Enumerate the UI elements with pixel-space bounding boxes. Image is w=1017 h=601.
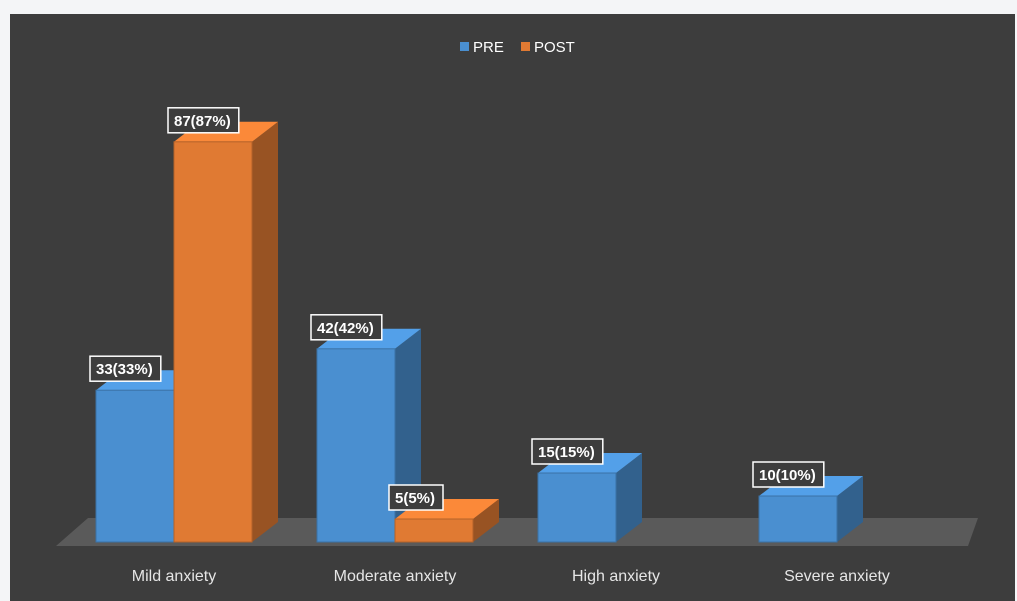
bar-side — [252, 121, 278, 543]
data-label-pre-high-anxiety: 15(15%) — [531, 438, 604, 465]
chart-svg: 33(33%) 87(87%) 42(42%) 5(5%) 15(15%) 10(10%)… — [56, 39, 978, 585]
data-label-text: 87(87%) — [174, 113, 231, 130]
legend-swatch-pre — [460, 42, 469, 51]
data-label-pre-severe-anxiety: 10(10%) — [752, 461, 825, 488]
data-labels-layer: 33(33%) 87(87%) 42(42%) 5(5%) 15(15%) 10(10%) — [89, 107, 825, 511]
bar-front — [316, 348, 396, 543]
bar-side — [473, 499, 499, 542]
data-label-post-mild-anxiety: 87(87%) — [167, 107, 240, 134]
category-label-severe-anxiety: Severe anxiety — [784, 568, 890, 585]
bars-layer — [95, 121, 863, 543]
data-label-text: 33(33%) — [96, 361, 153, 378]
chart-area: 33(33%) 87(87%) 42(42%) 5(5%) 15(15%) 10(10%)… — [10, 14, 1015, 601]
legend-label-post: POST — [534, 39, 575, 56]
bar-front — [95, 389, 175, 543]
bar-front — [173, 141, 253, 543]
data-label-text: 5(5%) — [395, 490, 435, 507]
bar-front — [537, 472, 617, 543]
legend-label-pre: PRE — [473, 39, 504, 56]
data-label-box — [167, 107, 240, 134]
bar-side — [616, 453, 642, 542]
category-label-moderate-anxiety: Moderate anxiety — [334, 568, 457, 585]
chart-floor-layer — [56, 518, 978, 546]
chart-floor — [56, 518, 978, 546]
legend: PRE POST — [460, 39, 575, 56]
bar-front — [394, 518, 474, 543]
bar-side — [837, 476, 863, 542]
bar-post-mild-anxiety — [173, 121, 278, 543]
bar-pre-high-anxiety — [537, 453, 642, 543]
data-label-pre-mild-anxiety: 33(33%) — [89, 355, 162, 382]
data-label-box — [752, 461, 825, 488]
data-label-pre-moderate-anxiety: 42(42%) — [310, 314, 383, 341]
data-label-box — [388, 484, 444, 511]
category-labels-layer: Mild anxiety Moderate anxiety High anxiety… — [132, 568, 890, 585]
data-label-box — [531, 438, 604, 465]
category-label-high-anxiety: High anxiety — [572, 568, 660, 585]
data-label-box — [310, 314, 383, 341]
data-label-text: 10(10%) — [759, 467, 816, 484]
data-label-post-moderate-anxiety: 5(5%) — [388, 484, 444, 511]
legend-swatch-post — [521, 42, 530, 51]
category-label-mild-anxiety: Mild anxiety — [132, 568, 216, 585]
data-label-box — [89, 355, 162, 382]
data-label-text: 15(15%) — [538, 444, 595, 461]
data-label-text: 42(42%) — [317, 320, 374, 337]
bar-front — [758, 495, 838, 543]
